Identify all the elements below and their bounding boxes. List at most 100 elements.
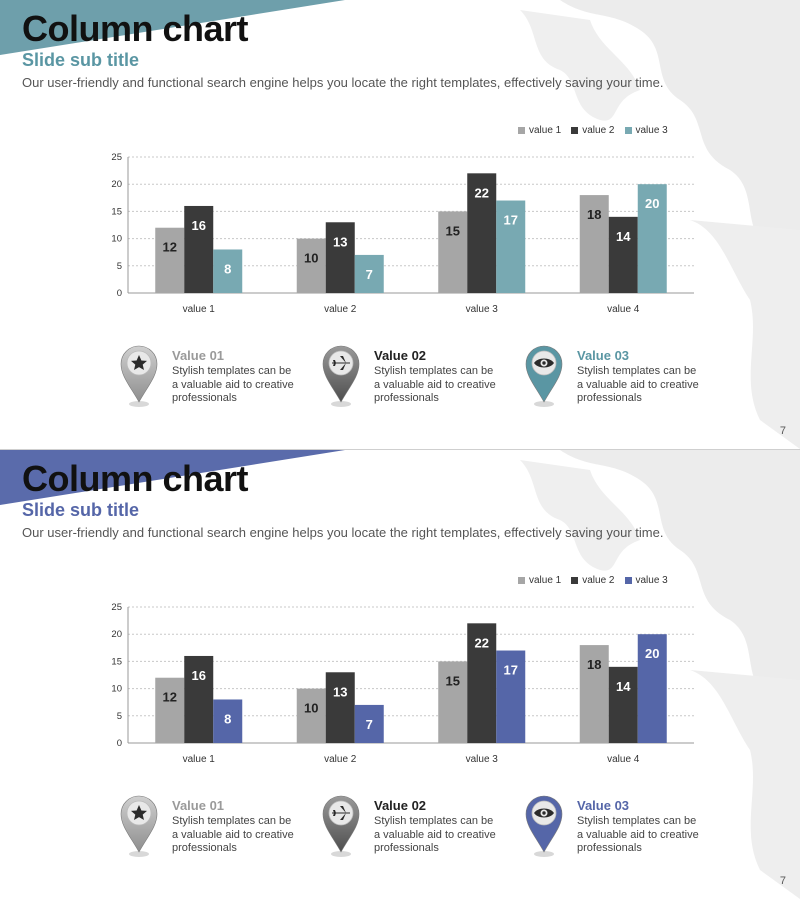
data-label: 13: [333, 234, 347, 249]
feature-title: Value 02: [374, 348, 427, 363]
data-label: 7: [366, 717, 373, 732]
bar: [637, 184, 667, 293]
bar: [496, 650, 526, 743]
pin-shadow: [331, 851, 351, 857]
legend-item: value 2: [571, 575, 615, 586]
world-map-background: [520, 0, 800, 449]
x-tick-label: value 4: [607, 304, 640, 315]
x-tick-label: value 4: [607, 754, 640, 765]
feature-value-02: Value 02 Stylish templates can be a valu…: [320, 792, 510, 862]
pin-shadow: [331, 401, 351, 407]
bar: [496, 200, 526, 293]
header-band: [0, 450, 345, 505]
map-pin-airplane: [322, 345, 360, 407]
data-label: 16: [192, 218, 206, 233]
y-tick-label: 25: [111, 152, 122, 163]
legend-item: value 2: [571, 125, 615, 136]
airplane-icon: [332, 356, 350, 370]
y-tick-label: 0: [117, 738, 122, 749]
bar: [608, 666, 638, 743]
y-tick-label: 15: [111, 656, 122, 667]
x-tick-label: value 2: [324, 754, 357, 765]
map-pin-star: [120, 345, 158, 407]
legend-item: value 3: [624, 575, 668, 586]
chart-legend: value 1 value 2 value 3: [518, 125, 668, 136]
x-tick-label: value 1: [183, 754, 216, 765]
legend-item: value 3: [624, 125, 668, 136]
feature-text: Stylish templates can be a valuable aid …: [374, 365, 496, 404]
airplane-icon: [332, 806, 350, 820]
data-label: 17: [504, 213, 518, 228]
legend-item: value 1: [518, 125, 561, 136]
data-label: 16: [192, 668, 206, 683]
feature-text: Stylish templates can be a valuable aid …: [374, 815, 496, 854]
bar: [184, 205, 214, 293]
data-label: 17: [504, 663, 518, 678]
eye-iris: [542, 811, 546, 815]
eye-iris: [542, 361, 546, 365]
bar: [184, 655, 214, 743]
data-label: 14: [616, 679, 631, 694]
pin-shadow: [129, 401, 149, 407]
page-title: Column chart: [22, 458, 249, 499]
column-chart: 0 5 10 15 20 25 12 16 8 value 1 10 13 7 value 2 15 22 17…: [111, 602, 694, 765]
feature-text: Stylish templates can be a valuable aid …: [172, 815, 294, 854]
world-map-background: [520, 450, 800, 899]
feature-value-03: Value 03 Stylish templates can be a valu…: [523, 792, 713, 862]
bar: [325, 672, 355, 743]
legend-item: value 1: [518, 575, 561, 586]
bar: [155, 227, 185, 293]
map-pin-airplane: [322, 795, 360, 857]
bar: [155, 677, 185, 743]
y-tick-label: 10: [111, 684, 122, 695]
pin-shadow: [129, 851, 149, 857]
slide-subtitle: Slide sub title: [22, 50, 140, 70]
bar: [438, 661, 468, 743]
data-label: 10: [304, 701, 318, 716]
feature-value-02: Value 02 Stylish templates can be a valu…: [320, 342, 510, 412]
data-label: 12: [163, 240, 177, 255]
feature-title: Value 03: [577, 348, 630, 363]
page-number: 7: [779, 875, 786, 887]
feature-value-01: Value 01 Stylish templates can be a valu…: [118, 342, 308, 412]
bar: [637, 634, 667, 743]
feature-value-01: Value 01 Stylish templates can be a valu…: [118, 792, 308, 862]
map-pin-eye: [525, 795, 563, 857]
feature-title: Value 02: [374, 798, 427, 813]
feature-value-03: Value 03 Stylish templates can be a valu…: [523, 342, 713, 412]
data-label: 15: [446, 673, 460, 688]
data-label: 20: [645, 646, 659, 661]
page-title: Column chart: [22, 8, 249, 49]
page-number: 7: [779, 425, 786, 437]
y-tick-label: 15: [111, 206, 122, 217]
bar: [213, 249, 243, 293]
header-band: [0, 0, 345, 55]
bar: [213, 699, 243, 743]
feature-title: Value 01: [172, 348, 225, 363]
feature-title: Value 01: [172, 798, 225, 813]
data-label: 10: [304, 251, 318, 266]
y-tick-label: 20: [111, 179, 122, 190]
star-icon: [131, 805, 147, 820]
slide-description: Our user-friendly and functional search …: [22, 525, 664, 540]
slide-2: Column chart Slide sub title Our user-fr…: [0, 449, 800, 899]
data-label: 22: [475, 185, 489, 200]
y-tick-label: 20: [111, 629, 122, 640]
slide-description: Our user-friendly and functional search …: [22, 75, 664, 90]
column-chart: 0 5 10 15 20 25 12 16 8 value 1 10 13 7 value 2 15 22 17…: [111, 152, 694, 315]
feature-text: Stylish templates can be a valuable aid …: [577, 365, 699, 404]
y-tick-label: 5: [117, 261, 122, 272]
y-tick-label: 0: [117, 288, 122, 299]
star-icon: [131, 355, 147, 370]
bar: [579, 195, 609, 293]
bar: [438, 211, 468, 293]
bar: [325, 222, 355, 293]
bar: [579, 645, 609, 743]
bar: [354, 254, 384, 293]
map-pin-star: [120, 795, 158, 857]
slide-subtitle: Slide sub title: [22, 500, 140, 520]
y-tick-label: 10: [111, 234, 122, 245]
x-tick-label: value 3: [466, 304, 499, 315]
data-label: 8: [224, 711, 231, 726]
bar: [467, 173, 497, 293]
